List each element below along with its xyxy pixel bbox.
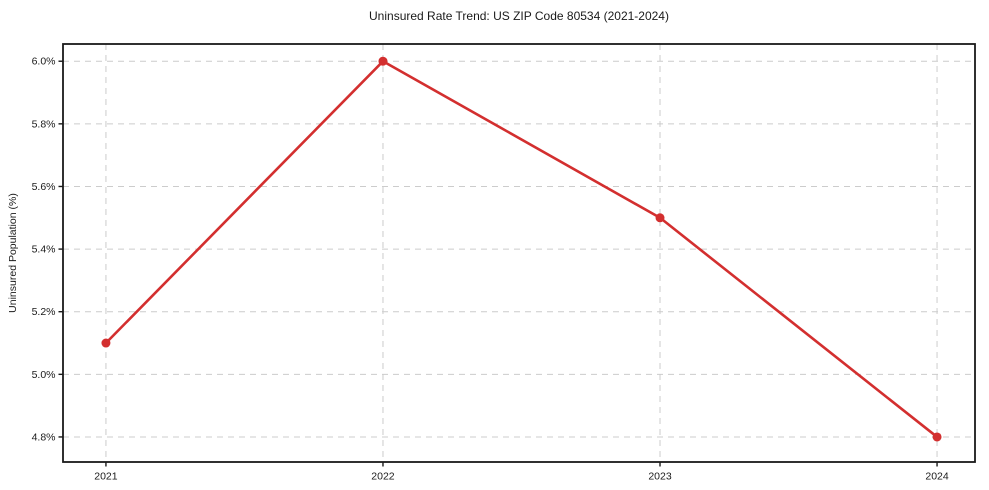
chart-title: Uninsured Rate Trend: US ZIP Code 80534 … [369,9,669,23]
x-tick-label: 2022 [371,471,395,483]
y-tick-label: 4.8% [32,431,56,443]
data-point-marker [101,338,111,348]
y-tick-label: 5.0% [32,369,56,381]
x-tick-label: 2024 [925,471,949,483]
trend-line [104,59,939,439]
y-tick-label: 5.6% [32,181,56,193]
y-tick-label: 5.8% [32,118,56,130]
data-point-marker [655,213,665,223]
data-point-marker [932,432,942,442]
plot-border [62,43,976,463]
y-tick-label: 6.0% [32,56,56,68]
y-tick-label: 5.4% [32,244,56,256]
data-point-marker [378,56,388,66]
x-tick-label: 2023 [648,471,672,483]
x-tick-label: 2021 [94,471,118,483]
y-tick-label: 5.2% [32,306,56,318]
